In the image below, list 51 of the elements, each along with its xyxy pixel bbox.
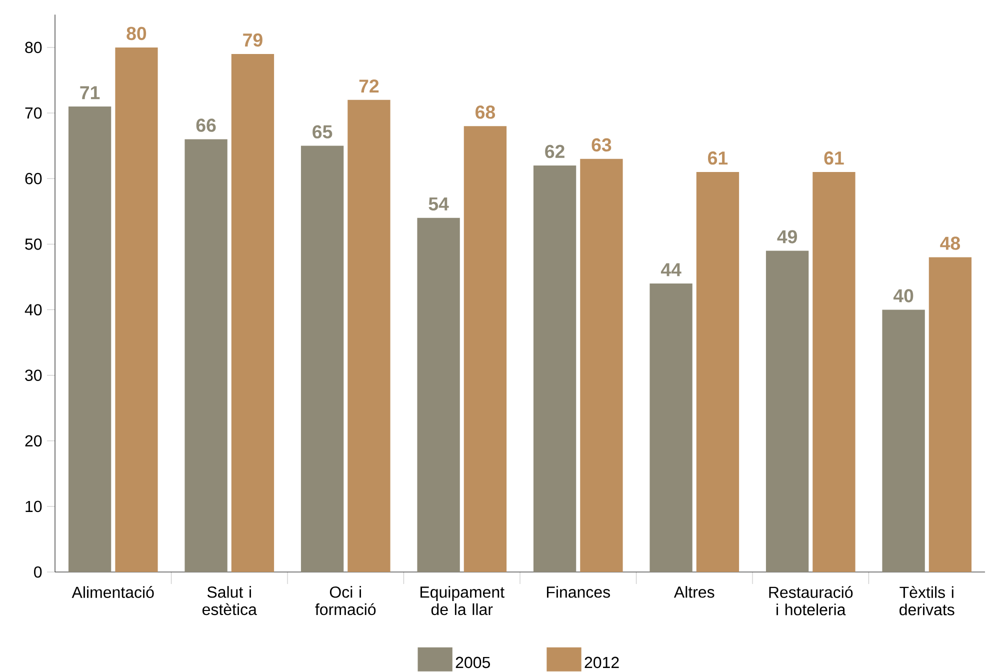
bar [533,165,576,572]
x-tick-label: Oci i formació [315,586,376,616]
bar [115,47,158,572]
bar [580,158,623,572]
y-tick-label: 40 [24,304,42,316]
data-label: 61 [708,151,728,165]
data-label: 49 [777,230,797,244]
data-label: 68 [476,106,496,119]
bar [417,218,460,572]
data-label: 72 [359,79,379,93]
data-label: 54 [428,198,449,211]
y-tick-label: 30 [25,370,42,381]
y-tick-label: 20 [25,435,42,447]
bar [766,250,809,572]
bar [650,284,692,572]
x-tick-label: Equipament de la llar [420,586,504,616]
bar [348,100,390,572]
y-tick-label: 0 [34,566,42,578]
legend-label: 2005 [456,656,490,668]
bar [882,310,925,572]
data-label: 48 [940,236,960,250]
data-label: 71 [80,86,100,100]
y-tick-label: 60 [25,172,42,184]
x-tick-label: Salut i estètica [202,586,257,616]
data-label: 61 [824,151,844,165]
data-label: 79 [243,33,262,47]
data-label: 80 [126,26,146,40]
bar [696,172,740,572]
data-label: 66 [196,118,216,132]
data-label: 63 [592,138,612,152]
data-label: 44 [660,263,682,276]
x-tick-label: Restauració i hoteleria [769,586,853,616]
y-tick-label: 70 [25,107,42,119]
data-label: 62 [545,144,564,158]
bar [300,146,344,572]
bar [184,139,228,572]
y-tick-label: 50 [25,238,42,250]
x-tick-label: Altres [674,586,714,598]
x-tick-label: Finances [546,586,610,598]
x-tick-label: Alimentació [72,586,154,598]
data-label: 40 [893,289,914,302]
bar [928,257,972,572]
data-label: 65 [312,125,332,138]
legend-label: 2012 [584,656,619,668]
y-tick-label: 10 [26,500,42,512]
bar [812,172,856,572]
bar [464,126,507,572]
y-tick-label: 80 [25,42,42,54]
bar [68,106,112,572]
x-tick-label: Tèxtils i derivats [900,586,954,616]
bar [231,54,274,572]
